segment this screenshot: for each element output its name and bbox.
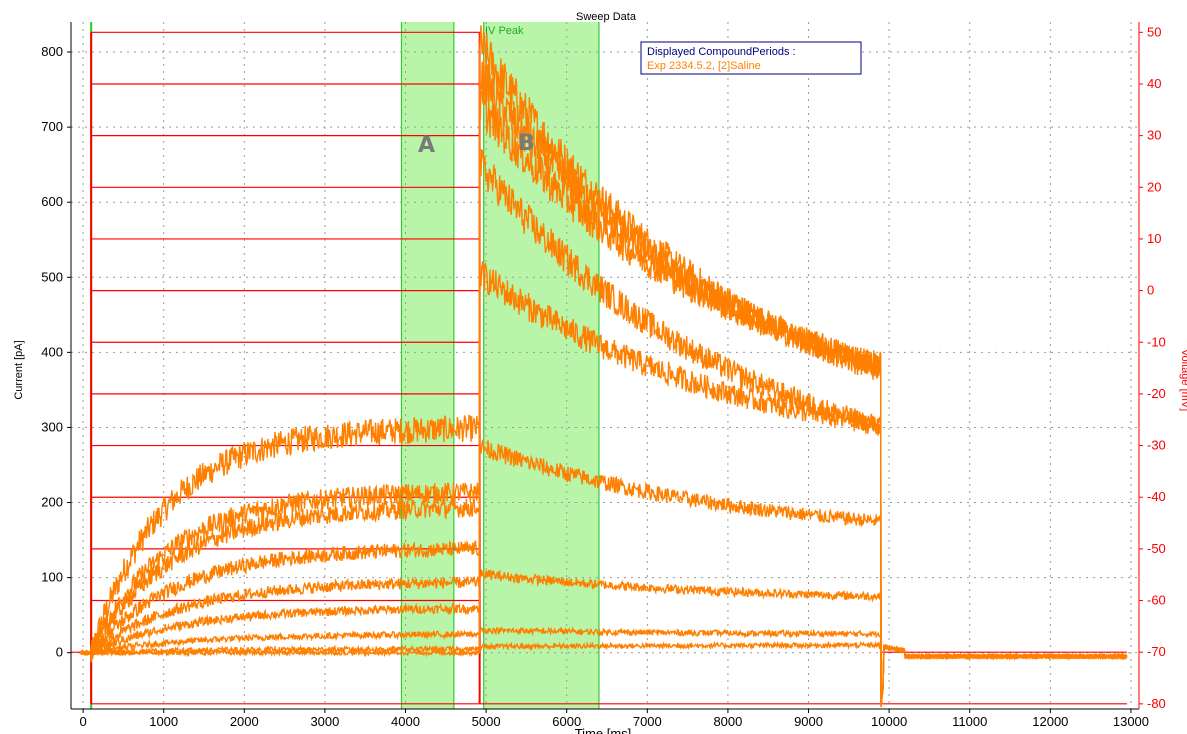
- x-tick-label: 10000: [871, 714, 907, 729]
- x-tick-label: 4000: [391, 714, 420, 729]
- x-tick-label: 6000: [552, 714, 581, 729]
- y-right-tick-label: -70: [1147, 644, 1166, 659]
- y-right-tick-label: 10: [1147, 231, 1161, 246]
- x-tick-label: 9000: [794, 714, 823, 729]
- y-right-tick-label: -30: [1147, 438, 1166, 453]
- legend-entry: Exp 2334.5.2, [2]Saline: [647, 60, 761, 72]
- y-tick-label: 100: [41, 570, 63, 585]
- x-tick-label: 2000: [230, 714, 259, 729]
- y-right-tick-label: 50: [1147, 24, 1161, 39]
- y-right-tick-label: -50: [1147, 541, 1166, 556]
- y-right-tick-label: 40: [1147, 76, 1161, 91]
- x-tick-label: 11000: [952, 714, 987, 729]
- y-tick-label: 600: [41, 194, 63, 209]
- iv-peak-label: IV Peak: [485, 25, 524, 37]
- y-right-tick-label: -80: [1147, 696, 1166, 711]
- x-tick-label: 8000: [713, 714, 742, 729]
- legend-title: Displayed CompoundPeriods :: [647, 46, 796, 58]
- y-tick-label: 300: [41, 419, 63, 434]
- chart-title: Sweep Data: [576, 11, 637, 23]
- x-tick-label: 0: [79, 714, 86, 729]
- y-right-tick-label: -20: [1147, 386, 1166, 401]
- y-tick-label: 400: [41, 344, 63, 359]
- x-axis-label: Time [ms]: [575, 726, 632, 734]
- current-trace-series-9: [80, 640, 1128, 705]
- region-a-label: A: [418, 133, 435, 158]
- y-tick-label: 700: [41, 119, 63, 134]
- y-right-tick-label: -60: [1147, 593, 1166, 608]
- y-right-tick-label: 0: [1147, 283, 1154, 298]
- y-right-tick-label: -40: [1147, 489, 1166, 504]
- y-tick-label: 200: [41, 495, 63, 510]
- y-tick-label: 500: [41, 269, 63, 284]
- y-axis-label: Current [pA]: [13, 340, 25, 399]
- legend: Displayed CompoundPeriods : Exp 2334.5.2…: [640, 41, 862, 75]
- y-right-tick-label: 30: [1147, 128, 1161, 143]
- y-tick-label: 0: [56, 645, 63, 660]
- y-right-axis-label: Voltage [mV]: [1179, 349, 1187, 411]
- x-tick-label: 5000: [472, 714, 501, 729]
- x-tick-label: 7000: [633, 714, 662, 729]
- x-tick-label: 3000: [310, 714, 339, 729]
- x-tick-label: 1000: [149, 714, 178, 729]
- y-right-tick-label: 20: [1147, 179, 1161, 194]
- region-a: [401, 22, 454, 709]
- x-tick-label: 12000: [1032, 714, 1068, 729]
- y-right-tick-label: -10: [1147, 334, 1166, 349]
- region-b-label: B: [518, 131, 535, 156]
- legend-box: [640, 41, 862, 75]
- y-tick-label: 800: [41, 44, 63, 59]
- x-tick-label: 13000: [1113, 714, 1149, 729]
